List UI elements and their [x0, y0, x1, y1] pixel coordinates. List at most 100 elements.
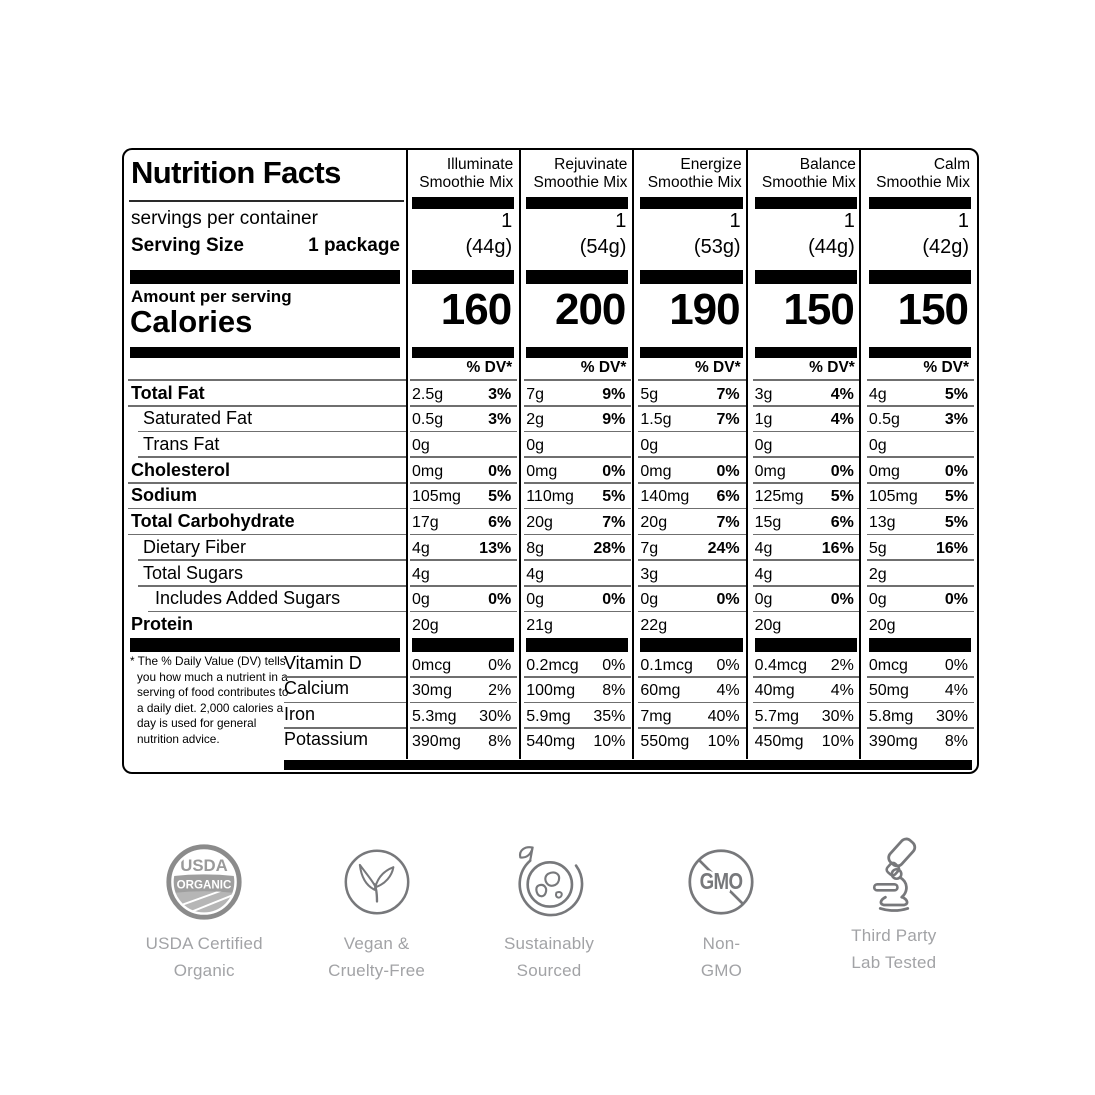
row-divider — [410, 430, 518, 433]
amount-value: 7g — [640, 539, 659, 557]
serving-weight: (42g) — [922, 236, 970, 258]
amount-value: 8g — [526, 539, 544, 557]
percent-dv-value: 7% — [716, 411, 740, 429]
amount-value: 0.5g — [412, 411, 444, 429]
column-separator — [406, 150, 408, 759]
product-header: Illuminate Smoothie Mix 1 (44g) — [406, 150, 520, 270]
vitamin-value-cell-vitamin-d: 0mcg 0% — [863, 652, 977, 678]
row-divider — [284, 676, 406, 678]
percent-dv-value: 9% — [602, 385, 626, 403]
percent-dv-value: 30% — [479, 707, 512, 725]
value-cell-cholesterol: 0mg 0% — [634, 458, 748, 484]
amount-value: 3g — [640, 565, 659, 583]
calories-word: Calories — [130, 304, 253, 339]
dv-header: % DV* — [923, 359, 970, 376]
vitamin-values-section: 0.4mcg 2% 40mg 4% 5.7mg 30% 450mg 10% — [749, 652, 863, 772]
row-divider — [138, 559, 406, 561]
row-divider — [128, 507, 406, 510]
row-divider — [752, 456, 860, 459]
amount-value: 20g — [868, 616, 896, 634]
serving-weight: (54g) — [579, 236, 627, 258]
amount-value: 0g — [754, 437, 773, 455]
amount-value: 20g — [526, 514, 553, 532]
row-dietary-fiber: Dietary Fiber — [124, 535, 406, 561]
row-divider — [138, 430, 406, 433]
label-column: Nutrition Facts servings per container S… — [124, 150, 406, 772]
servings-per-container-text: servings per container — [131, 208, 318, 229]
vitamin-row-potassium: Potassium — [284, 729, 406, 755]
vegan-sprout-icon — [344, 849, 410, 915]
vitamin-row-calcium: Calcium — [284, 678, 406, 704]
percent-dv-value: 6% — [830, 514, 854, 532]
percent-dv-value: 16% — [821, 539, 854, 557]
amount-value: 20g — [640, 514, 668, 532]
value-cell-dietary-fiber: 5g 16% — [863, 535, 977, 561]
row-divider — [866, 430, 975, 433]
calories-section: 150 — [863, 284, 977, 347]
badge-label-line: Organic — [173, 961, 235, 980]
badge-label-line: Sourced — [516, 961, 582, 980]
usda-organic-badge-icon: USDA ORGANIC — [164, 834, 244, 930]
product-header: Calm Smoothie Mix 1 (42g) — [863, 150, 977, 270]
nutrient-label: Cholesterol — [131, 459, 231, 480]
vitamin-label: Vitamin D — [284, 652, 362, 673]
row-divider — [410, 727, 518, 729]
value-cell-includes-added-sugars: 0g 0% — [863, 587, 977, 613]
value-cell-cholesterol: 0mg 0% — [406, 458, 520, 484]
badge-vegan: Vegan & Cruelty-Free — [290, 834, 462, 984]
value-cell-total-fat: 4g 5% — [863, 381, 977, 407]
value-cell-total-sugars: 4g — [749, 561, 863, 587]
vitamin-value-cell-vitamin-d: 0mcg 0% — [406, 652, 520, 678]
amount-value: 20g — [412, 616, 439, 634]
amount-per-serving-text: Amount per serving — [131, 287, 292, 306]
serving-size-label: Serving Size — [131, 235, 244, 256]
product-name-line: Balance — [799, 156, 856, 173]
badge-label-line: GMO — [700, 961, 743, 980]
percent-dv-value: 0% — [830, 591, 854, 609]
badge-label-line: Third Party — [851, 926, 937, 945]
product-header: Balance Smoothie Mix 1 (44g) — [749, 150, 863, 270]
amount-value: 0mcg — [868, 656, 908, 674]
dv-header-row: % DV* — [634, 358, 748, 381]
value-rows: 5g 7% 1.5g 7% 0g 0mg 0% 140mg 6% 20g 7% 7g 24% 3g 0g 0%… — [634, 381, 748, 638]
thick-divider-bar — [412, 270, 515, 284]
amount-value: 550mg — [640, 733, 690, 751]
thick-divider-bar — [754, 270, 857, 284]
value-cell-saturated-fat: 1.5g 7% — [634, 407, 748, 433]
badge-sustainable: Sustainably Sourced — [463, 834, 635, 984]
badge-non-gmo: GMO Non- GMO — [635, 834, 807, 984]
value-cell-trans-fat: 0g — [634, 432, 748, 459]
value-cell-trans-fat: 0g — [406, 432, 520, 459]
badge-label-line: Sustainably — [503, 934, 595, 953]
amount-value: 5.3mg — [412, 707, 457, 725]
value-cell-total-carbohydrate: 20g 7% — [634, 509, 748, 536]
thick-divider-bar — [412, 638, 515, 652]
badge-label-line: Cruelty-Free — [328, 961, 426, 980]
vitamin-value-cell-iron: 5.8mg 30% — [863, 703, 977, 729]
product-column-rejuvinate: Rejuvinate Smoothie Mix 1 (54g) 200 % DV* 7g 9%… — [520, 150, 634, 772]
label-footer: * The % Daily Value (DV) tells you how m… — [124, 652, 406, 772]
row-divider — [638, 559, 746, 561]
row-divider — [524, 701, 632, 704]
amount-value: 100mg — [526, 682, 576, 700]
product-column-calm: Calm Smoothie Mix 1 (42g) 150 % DV* 4g 5% 0.5g 3%… — [863, 150, 977, 772]
amount-value: 0g — [868, 591, 887, 609]
value-cell-saturated-fat: 2g 9% — [520, 407, 634, 433]
thick-divider-bar — [130, 347, 400, 358]
vitamin-values-section: 0.2mcg 0% 100mg 8% 5.9mg 35% 540mg 10% — [520, 652, 634, 772]
value-cell-includes-added-sugars: 0g 0% — [749, 587, 863, 613]
product-columns: Illuminate Smoothie Mix 1 (44g) 160% DV* 2.5g… — [406, 150, 977, 772]
thick-divider-bar — [754, 347, 857, 358]
calories-value: 150 — [897, 285, 969, 334]
badge-label: Third Party Lab Tested — [851, 922, 936, 976]
row-divider — [128, 379, 406, 381]
calories-section: 200 — [520, 284, 634, 347]
vitamin-value-cell-calcium: 40mg 4% — [749, 678, 863, 704]
percent-dv-value: 0% — [602, 591, 626, 609]
calories-value: 190 — [669, 285, 740, 334]
column-separator — [519, 150, 521, 759]
amount-value: 540mg — [526, 733, 576, 751]
nutrition-facts-title: Nutrition Facts — [131, 155, 341, 190]
vitamin-label: Calcium — [284, 678, 350, 699]
